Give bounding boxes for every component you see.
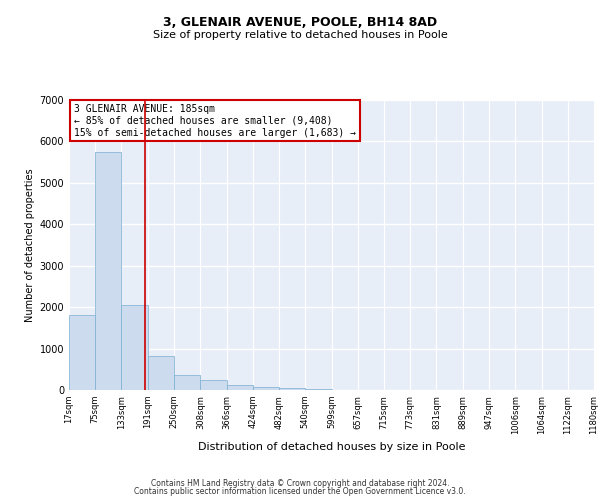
Y-axis label: Number of detached properties: Number of detached properties bbox=[25, 168, 35, 322]
Bar bbox=[95, 152, 121, 390]
Text: 3 GLENAIR AVENUE: 185sqm
← 85% of detached houses are smaller (9,408)
15% of sem: 3 GLENAIR AVENUE: 185sqm ← 85% of detach… bbox=[74, 104, 356, 138]
Bar bbox=[253, 386, 279, 390]
Text: 3, GLENAIR AVENUE, POOLE, BH14 8AD: 3, GLENAIR AVENUE, POOLE, BH14 8AD bbox=[163, 16, 437, 29]
X-axis label: Distribution of detached houses by size in Poole: Distribution of detached houses by size … bbox=[198, 442, 465, 452]
Bar bbox=[174, 374, 200, 390]
Bar bbox=[279, 388, 305, 390]
Bar bbox=[69, 316, 95, 390]
Text: Contains public sector information licensed under the Open Government Licence v3: Contains public sector information licen… bbox=[134, 487, 466, 496]
Bar bbox=[200, 380, 227, 390]
Bar bbox=[227, 385, 253, 390]
Bar bbox=[305, 389, 332, 390]
Text: Contains HM Land Registry data © Crown copyright and database right 2024.: Contains HM Land Registry data © Crown c… bbox=[151, 478, 449, 488]
Text: Size of property relative to detached houses in Poole: Size of property relative to detached ho… bbox=[152, 30, 448, 40]
Bar bbox=[121, 305, 148, 390]
Bar bbox=[148, 356, 174, 390]
